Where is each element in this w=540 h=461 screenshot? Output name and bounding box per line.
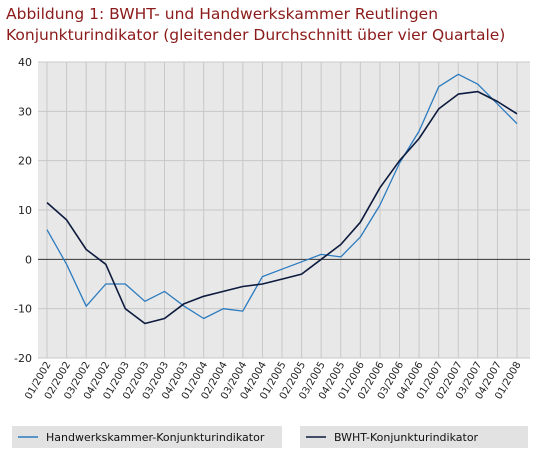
chart-title: Abbildung 1: BWHT- und Handwerkskammer R… [6, 4, 536, 46]
series-line-hwk [46, 73, 518, 320]
y-tick-label: 30 [18, 105, 32, 118]
y-tick-label: 0 [25, 253, 32, 266]
legend-label: Handwerkskammer-Konjunkturindikator [46, 431, 265, 444]
title-line-2: Konjunkturindikator (gleitender Durchsch… [6, 26, 506, 44]
y-tick-label: 40 [18, 56, 32, 69]
y-tick-label: 10 [18, 204, 32, 217]
legend-item [300, 426, 528, 448]
legend-label: BWHT-Konjunkturindikator [334, 431, 479, 444]
y-tick-label: -20 [14, 352, 32, 365]
y-tick-label: -10 [14, 303, 32, 316]
y-tick-label: 20 [18, 155, 32, 168]
title-line-1: Abbildung 1: BWHT- und Handwerkskammer R… [6, 5, 439, 23]
legend-item [12, 426, 282, 448]
series-line-bwht [46, 90, 518, 325]
